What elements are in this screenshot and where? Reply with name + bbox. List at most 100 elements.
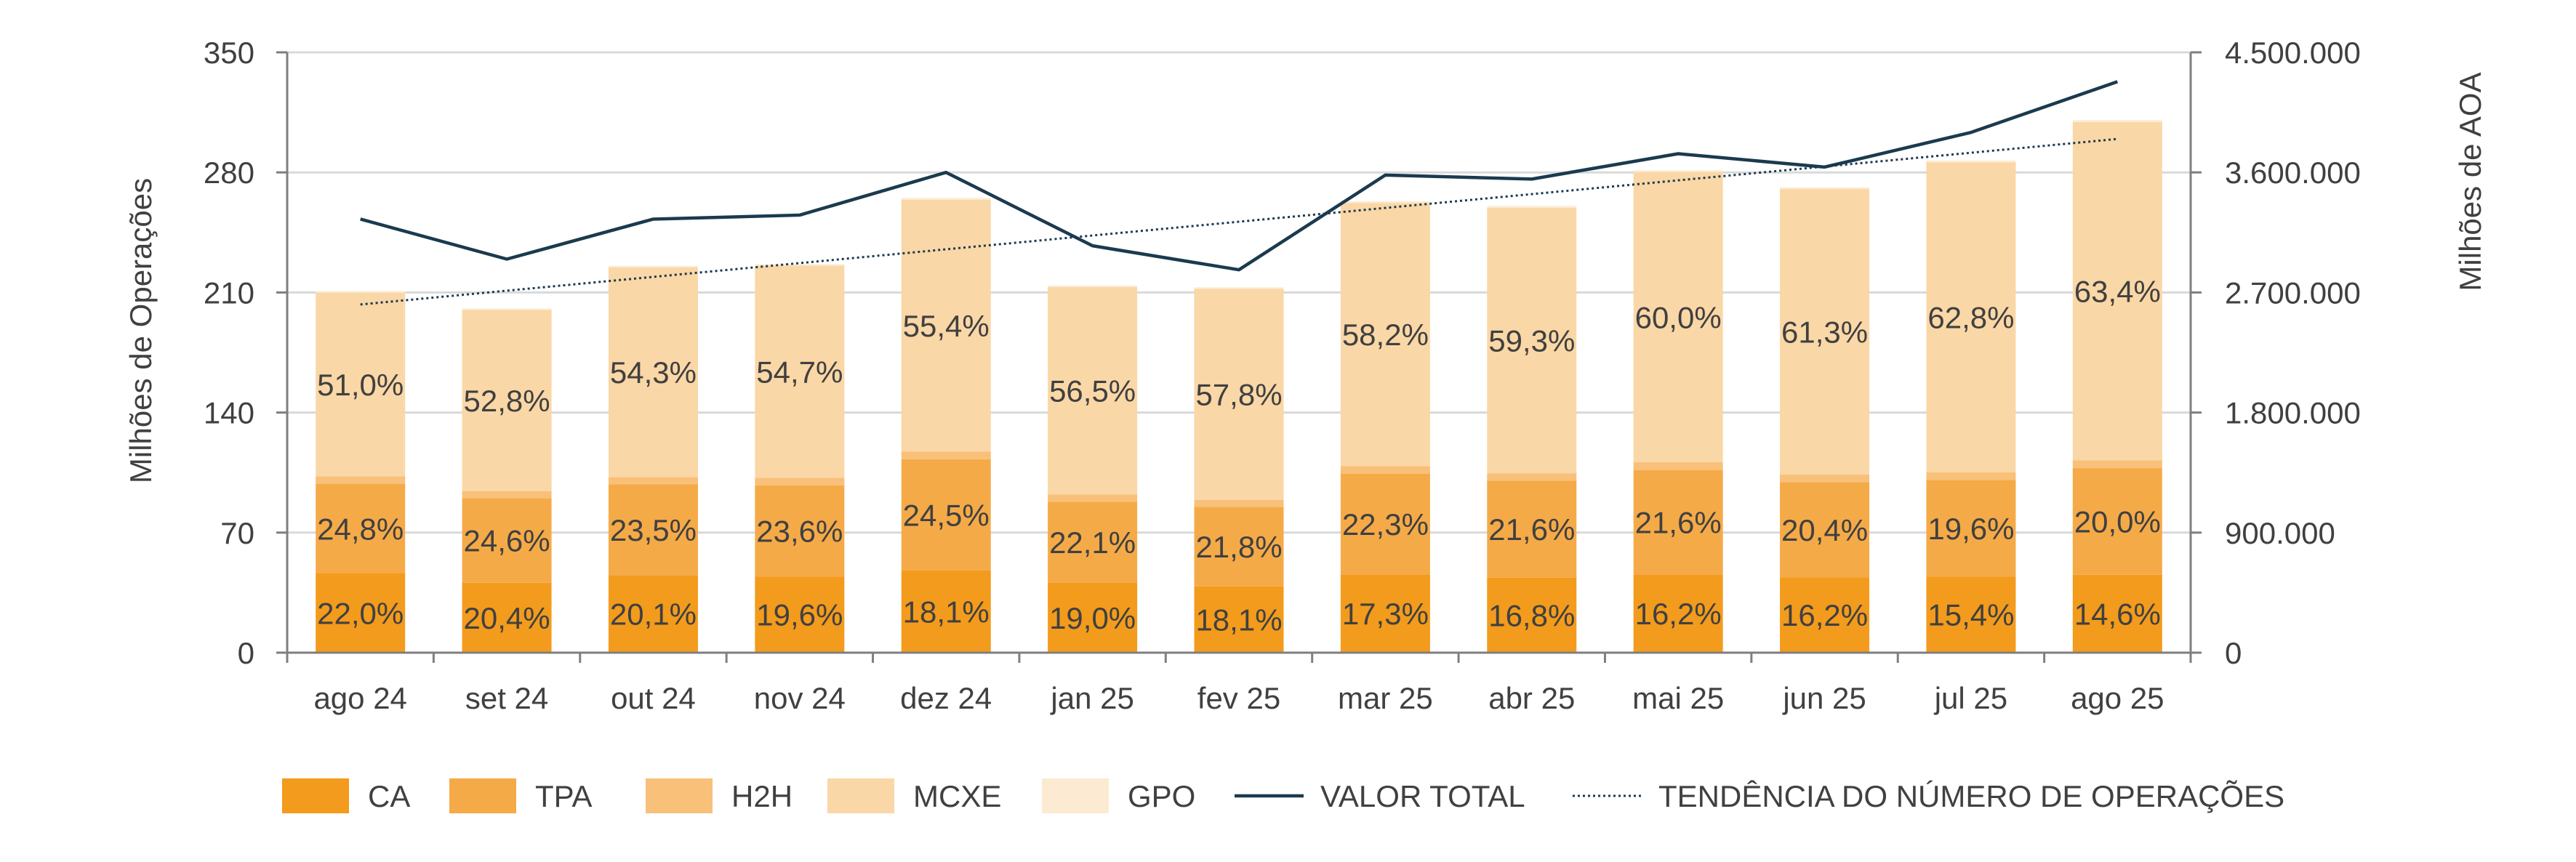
x-category-label: mai 25	[1632, 681, 1724, 715]
bar-ca-4	[901, 570, 991, 653]
right-tick-label: 900.000	[2225, 516, 2335, 550]
bar-tpa-3	[755, 485, 845, 577]
bar-tpa-7	[1340, 473, 1430, 575]
valor-total-line	[360, 80, 2119, 272]
data-label-tpa: 24,5%	[903, 498, 990, 532]
legend-swatch-gpo	[1042, 778, 1109, 813]
bar-gpo-6	[1194, 287, 1284, 289]
bar-h2h-4	[901, 451, 991, 459]
bar-mcxe-11	[1926, 162, 2016, 472]
data-label-mcxe: 51,0%	[317, 368, 404, 402]
bar-gpo-10	[1780, 187, 1870, 190]
data-label-ca: 16,8%	[1488, 598, 1575, 632]
x-category-label: dez 24	[900, 681, 992, 715]
bar-h2h-9	[1633, 462, 1723, 470]
bar-h2h-0	[316, 476, 406, 485]
legend-label-gpo: GPO	[1128, 779, 1195, 813]
data-label-ca: 18,1%	[903, 595, 990, 629]
data-label-tpa: 24,6%	[464, 524, 550, 558]
bar-ca-3	[755, 576, 845, 653]
left-tick-label: 280	[204, 156, 254, 190]
bar-h2h-10	[1780, 475, 1870, 483]
data-label-ca: 20,4%	[464, 601, 550, 635]
data-label-ca: 16,2%	[1635, 597, 1722, 631]
data-label-ca: 20,1%	[610, 597, 697, 632]
axes: 0 0 70 900.000 140 1.800.000 210 2.700.000 280 3.…	[124, 36, 2487, 715]
left-tick-label: 140	[204, 396, 254, 430]
data-label-ca: 17,3%	[1342, 597, 1429, 631]
bar-mcxe-9	[1633, 172, 1723, 463]
bar-mcxe-2	[608, 267, 698, 478]
x-category-label: nov 24	[754, 681, 846, 715]
data-label-mcxe: 62,8%	[1927, 301, 2014, 335]
bar-mcxe-5	[1048, 287, 1138, 495]
bar-ca-10	[1780, 577, 1870, 653]
bar-tpa-10	[1780, 482, 1870, 578]
data-label-mcxe: 54,3%	[610, 355, 697, 390]
bar-gpo-4	[901, 198, 991, 200]
bar-h2h-5	[1048, 494, 1138, 502]
x-category-label: mar 25	[1338, 681, 1433, 715]
data-label-mcxe: 55,4%	[903, 309, 990, 343]
right-tick-label: 0	[2225, 636, 2242, 670]
bar-mcxe-0	[316, 292, 406, 477]
data-label-mcxe: 59,3%	[1488, 323, 1575, 358]
bar-h2h-11	[1926, 472, 2016, 480]
data-label-ca: 19,6%	[756, 598, 843, 632]
data-label-mcxe: 54,7%	[756, 355, 843, 389]
bar-gpo-2	[608, 265, 698, 267]
x-category-label: out 24	[611, 681, 696, 715]
data-label-mcxe: 58,2%	[1342, 318, 1429, 352]
bar-ca-8	[1487, 577, 1577, 653]
bar-tpa-11	[1926, 480, 2016, 577]
left-tick-label: 210	[204, 275, 254, 310]
data-label-ca: 22,0%	[317, 596, 404, 630]
data-label-tpa: 23,5%	[610, 513, 697, 547]
bar-h2h-7	[1340, 466, 1430, 474]
right-tick-label: 1.800.000	[2225, 396, 2361, 430]
data-label-mcxe: 63,4%	[2074, 275, 2161, 309]
data-label-tpa: 21,6%	[1488, 512, 1575, 547]
data-label-mcxe: 52,8%	[464, 384, 550, 418]
bar-mcxe-12	[2072, 121, 2162, 461]
bar-gpo-1	[462, 308, 552, 310]
data-labels: 22,0% 24,8% 51,0% 20,4% 24,6% 52,8% 20,1% 23,5%…	[317, 275, 2161, 637]
data-label-mcxe: 60,0%	[1635, 300, 1722, 334]
bar-tpa-0	[316, 484, 406, 573]
data-label-ca: 16,2%	[1781, 598, 1868, 632]
bar-gpo-3	[755, 264, 845, 266]
legend-label-tpa: TPA	[535, 779, 593, 813]
data-label-tpa: 24,8%	[317, 512, 404, 546]
x-category-label: ago 25	[2071, 681, 2164, 715]
right-axis-title: Milhões de AOA	[2453, 72, 2487, 291]
legend: CA TPA H2H MCXE GPO VALOR TOTAL TENDÊNCIA DO N…	[282, 778, 2284, 813]
bar-tpa-4	[901, 459, 991, 571]
x-category-label: jun 25	[1781, 681, 1866, 715]
bar-gpo-0	[316, 291, 406, 293]
bar-gpo-8	[1487, 206, 1577, 208]
data-label-ca: 18,1%	[1195, 603, 1282, 637]
bar-ca-11	[1926, 576, 2016, 653]
bar-ca-0	[316, 573, 406, 653]
bar-mcxe-3	[755, 265, 845, 478]
bar-ca-5	[1048, 582, 1138, 653]
data-label-mcxe: 61,3%	[1781, 315, 1868, 350]
bar-gpo-9	[1633, 170, 1723, 172]
right-tick-label: 4.500.000	[2225, 36, 2361, 70]
data-label-tpa: 22,1%	[1049, 525, 1136, 560]
bar-h2h-8	[1487, 473, 1577, 481]
data-label-tpa: 21,6%	[1635, 506, 1722, 540]
bar-ca-12	[2072, 574, 2162, 653]
legend-swatch-ca	[282, 778, 349, 813]
bar-tpa-9	[1633, 470, 1723, 575]
data-label-ca: 14,6%	[2074, 597, 2161, 631]
data-label-tpa: 20,0%	[2074, 504, 2161, 539]
x-category-label: set 24	[465, 681, 548, 715]
bar-mcxe-4	[901, 199, 991, 452]
data-label-tpa: 21,8%	[1195, 530, 1282, 564]
data-label-mcxe: 56,5%	[1049, 374, 1136, 408]
lines	[360, 80, 2119, 306]
legend-label-ca: CA	[368, 779, 410, 813]
